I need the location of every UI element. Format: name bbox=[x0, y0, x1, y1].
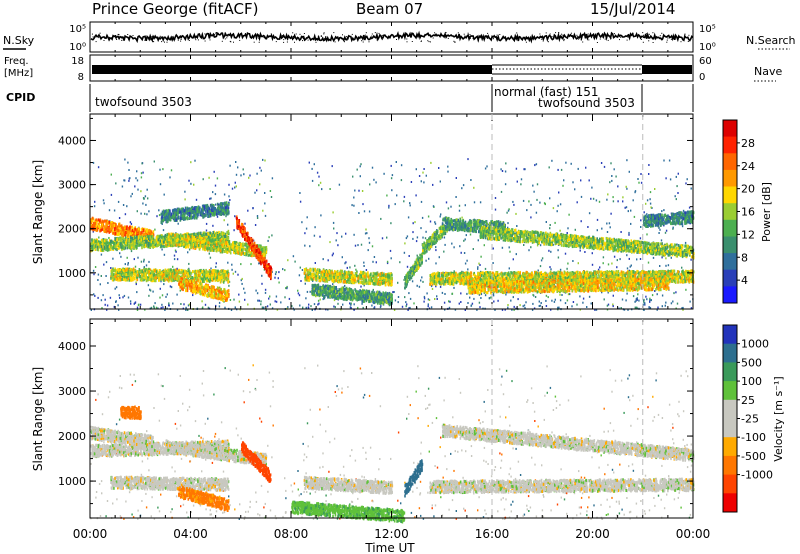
beam-label: Beam 07 bbox=[356, 0, 423, 18]
time-axis: 00:00 04:00 08:00 12:00 16:00 20:00 00:00 bbox=[73, 22, 711, 541]
ytick-label: 2000 bbox=[58, 430, 86, 443]
colorbar-tick-label: -25 bbox=[741, 413, 759, 426]
xtick-label: 04:00 bbox=[173, 527, 208, 541]
colorbar-swatch bbox=[723, 169, 737, 187]
station-title: Prince George (fitACF) bbox=[92, 0, 258, 18]
cpid-segment-2: normal (fast) 151 bbox=[494, 85, 598, 99]
colorbar-swatch bbox=[723, 343, 737, 363]
colorbar-swatch bbox=[723, 493, 737, 513]
nsky-tick-top: 10⁵ bbox=[69, 24, 86, 35]
freq-tick-top: 18 bbox=[71, 56, 84, 67]
velocity-scatter bbox=[90, 364, 695, 524]
colorbar-tick-label: 20 bbox=[741, 183, 755, 196]
freq-label-bottom: [MHz] bbox=[4, 68, 33, 79]
date-label: 15/Jul/2014 bbox=[590, 0, 675, 18]
colorbar-swatch bbox=[723, 418, 737, 438]
colorbar-swatch bbox=[723, 269, 737, 287]
nave-tick-bottom: 0 bbox=[699, 72, 705, 83]
colorbar-swatch bbox=[723, 381, 737, 401]
colorbar-tick-label: 100 bbox=[741, 375, 762, 388]
colorbar-tick-label: -500 bbox=[741, 450, 766, 463]
nsearch-tick-bottom: 10⁰ bbox=[699, 42, 716, 53]
ytick-label: 3000 bbox=[58, 385, 86, 398]
colorbar-swatch bbox=[723, 136, 737, 154]
colorbar-swatch bbox=[723, 362, 737, 382]
time-axis-label: Time UT bbox=[364, 541, 415, 554]
colorbar-tick-label: 16 bbox=[741, 206, 755, 219]
cpid-segment-1: twofsound 3503 bbox=[95, 95, 192, 109]
colorbar-tick-label: 28 bbox=[741, 137, 755, 150]
colorbar-tick-label: 1000 bbox=[741, 338, 769, 351]
colorbar-tick-label: 24 bbox=[741, 160, 755, 173]
cpid-label: CPID bbox=[6, 91, 35, 104]
velocity-colorbar-label: Velocity [m s⁻¹] bbox=[772, 376, 785, 461]
colorbar-swatch bbox=[723, 253, 737, 271]
colorbar-swatch bbox=[723, 186, 737, 204]
colorbar-tick-label: 12 bbox=[741, 228, 755, 241]
xtick-label: 08:00 bbox=[274, 527, 309, 541]
power-colorbar: 28 24 20 16 12 8 4 bbox=[722, 119, 755, 304]
colorbar-swatch bbox=[723, 153, 737, 171]
power-panel: 1000 2000 3000 4000 Slant Range [km] 28 24 20… bbox=[31, 113, 773, 311]
xtick-label: 12:00 bbox=[374, 527, 409, 541]
ytick-label: 4000 bbox=[58, 340, 86, 353]
xtick-label: 16:00 bbox=[475, 527, 510, 541]
colorbar-tick-label: 4 bbox=[741, 274, 748, 287]
power-colorbar-label: Power [dB] bbox=[760, 182, 773, 242]
colorbar-swatch bbox=[723, 203, 737, 221]
colorbar-swatch bbox=[723, 120, 737, 138]
colorbar-swatch bbox=[723, 437, 737, 457]
colorbar-swatch bbox=[723, 455, 737, 476]
ytick-label: 3000 bbox=[58, 179, 86, 192]
colorbar-tick-label: -1000 bbox=[741, 469, 773, 482]
cpid-strip: CPID twofsound 3503 normal (fast) 151 tw… bbox=[6, 84, 694, 112]
velocity-panel: 1000 2000 3000 4000 Slant Range [km] 1000 50… bbox=[31, 318, 785, 524]
freq-strip: Freq. [MHz] 18 8 60 0 Nave bbox=[4, 54, 782, 83]
colorbar-swatch bbox=[723, 325, 737, 345]
ytick-label: 1000 bbox=[58, 475, 86, 488]
colorbar-tick-label: 8 bbox=[741, 251, 748, 264]
nsky-trace-line bbox=[90, 30, 694, 44]
freq-label-top: Freq. bbox=[4, 56, 29, 67]
freq-tick-bottom: 8 bbox=[78, 72, 84, 83]
nave-tick-top: 60 bbox=[699, 56, 712, 67]
nsky-tick-bottom: 10⁰ bbox=[69, 42, 86, 53]
velocity-ylabel: Slant Range [km] bbox=[31, 367, 45, 471]
nsky-strip: N.Sky 10⁵ 10⁰ 10⁵ 10⁰ N.Search bbox=[3, 21, 796, 53]
cpid-segment-3: twofsound 3503 bbox=[538, 96, 635, 110]
ytick-label: 1000 bbox=[58, 267, 86, 280]
power-ylabel: Slant Range [km] bbox=[31, 160, 45, 264]
colorbar-tick-label: 25 bbox=[741, 394, 755, 407]
ytick-label: 2000 bbox=[58, 223, 86, 236]
colorbar-tick-label: 500 bbox=[741, 356, 762, 369]
ytick-label: 4000 bbox=[58, 134, 86, 147]
velocity-colorbar: 1000 500 100 25 -25 -100 -500 -1000 bbox=[722, 324, 773, 513]
nave-label: Nave bbox=[754, 65, 782, 78]
nsky-label: N.Sky bbox=[3, 34, 35, 47]
nsearch-label: N.Search bbox=[746, 34, 796, 47]
nsearch-tick-top: 10⁵ bbox=[699, 24, 716, 35]
xtick-label: 00:00 bbox=[676, 527, 711, 541]
colorbar-swatch bbox=[723, 474, 737, 494]
colorbar-swatch bbox=[723, 286, 737, 304]
colorbar-swatch bbox=[723, 236, 737, 254]
colorbar-tick-label: -100 bbox=[741, 431, 766, 444]
colorbar-swatch bbox=[723, 219, 737, 237]
xtick-label: 00:00 bbox=[73, 527, 108, 541]
power-scatter bbox=[90, 158, 695, 311]
colorbar-swatch bbox=[723, 399, 737, 419]
xtick-label: 20:00 bbox=[575, 527, 610, 541]
